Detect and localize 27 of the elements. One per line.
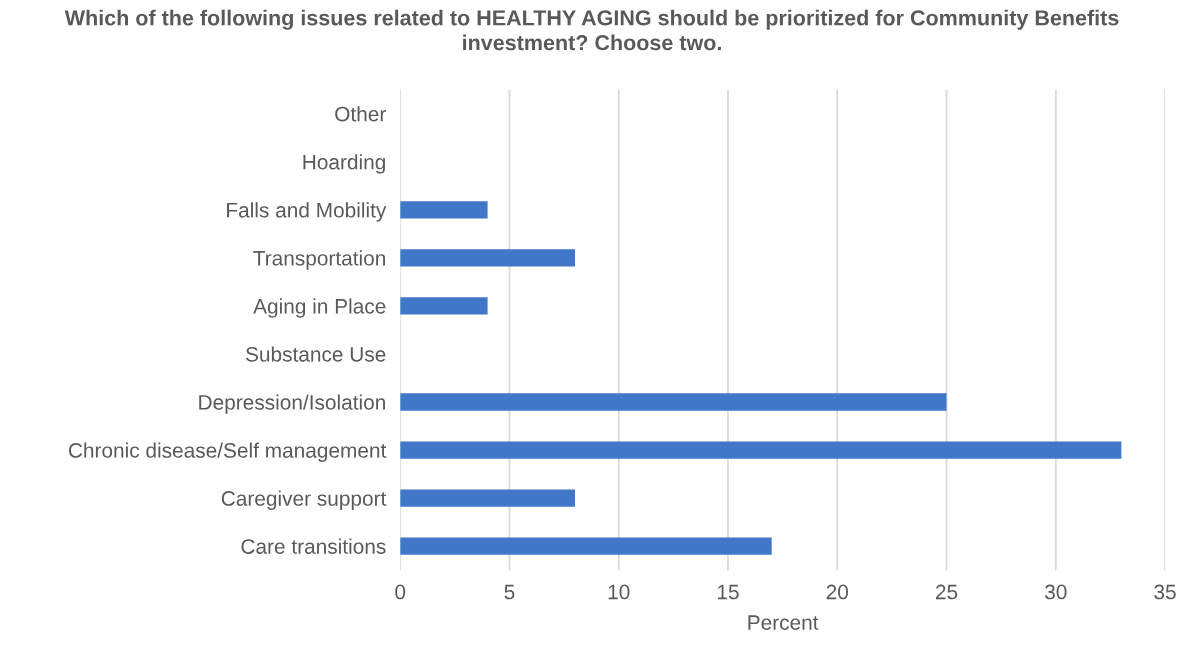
bar bbox=[400, 537, 772, 555]
x-tick-label: 5 bbox=[504, 584, 515, 600]
bar bbox=[400, 393, 947, 411]
x-tick-label: 20 bbox=[826, 584, 849, 600]
x-tick-label: 25 bbox=[935, 584, 958, 600]
y-tick-label: Substance Use bbox=[245, 346, 386, 362]
y-tick-label: Caregiver support bbox=[221, 490, 387, 510]
y-tick-label: Aging in Place bbox=[253, 298, 386, 318]
x-tick-label: 10 bbox=[608, 584, 630, 600]
chart-title: Which of the following issues related to HEALTHY AGING should be prioritized for Community Benefits investment? Choose two. bbox=[64, 9, 1119, 51]
y-tick-label: Chronic disease/Self management bbox=[68, 442, 387, 462]
bar bbox=[400, 489, 576, 507]
x-tick-label: 30 bbox=[1045, 584, 1067, 600]
y-tick-label: Hoarding bbox=[303, 154, 385, 174]
y-tick-label: Care transitions bbox=[241, 538, 386, 554]
y-tick-label: Falls and Mobility bbox=[227, 202, 387, 222]
x-tick-label: 35 bbox=[1154, 584, 1176, 600]
x-tick-label: 0 bbox=[395, 584, 406, 600]
y-tick-label: Transportation bbox=[253, 250, 385, 270]
x-tick-label: 15 bbox=[717, 584, 739, 600]
y-tick-label: Depression/Isolation bbox=[199, 394, 385, 414]
x-axis-title: Percent bbox=[748, 615, 819, 630]
bar bbox=[400, 297, 488, 315]
bar bbox=[400, 201, 488, 219]
bar bbox=[400, 441, 1122, 459]
y-tick-label: Other bbox=[335, 106, 386, 122]
bar bbox=[400, 249, 576, 267]
